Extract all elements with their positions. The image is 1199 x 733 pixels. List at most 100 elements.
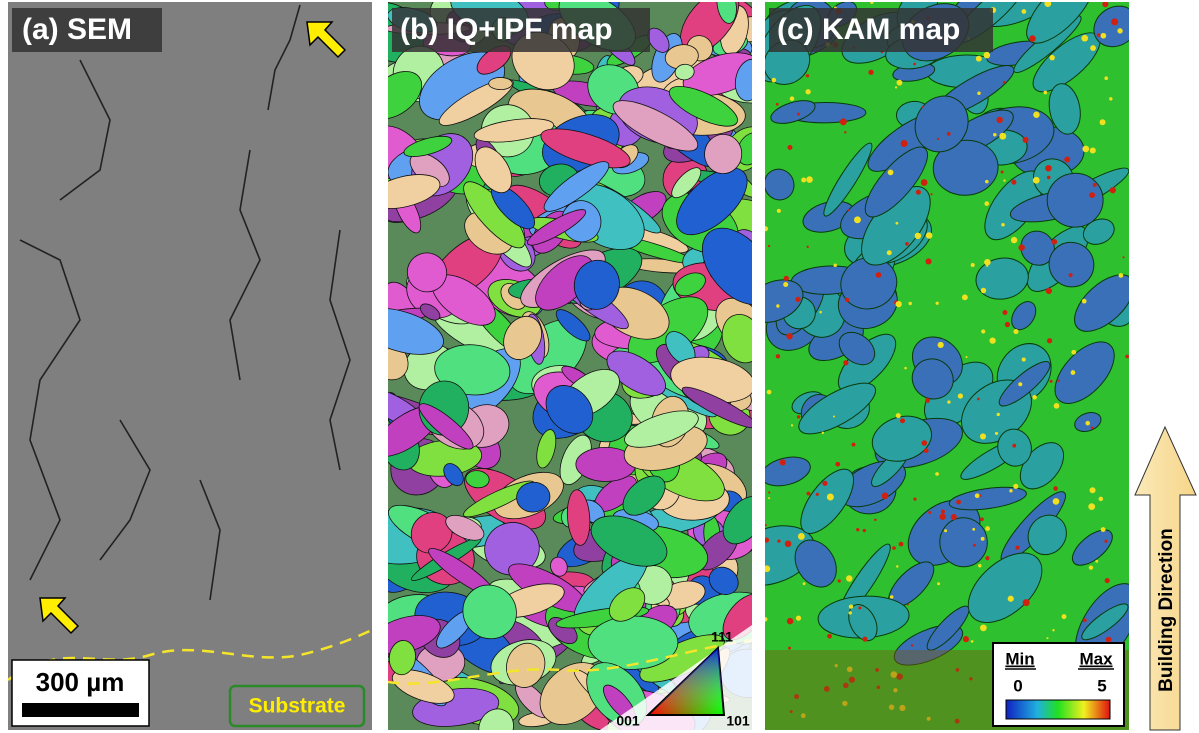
grain	[489, 77, 513, 89]
grain	[1088, 503, 1095, 510]
grain	[776, 354, 780, 358]
grain	[1032, 395, 1037, 400]
grain	[827, 634, 832, 639]
grain	[890, 595, 893, 598]
ipf-label: 001	[616, 713, 640, 729]
kam-colorbar	[1006, 700, 1110, 719]
grain	[907, 604, 909, 606]
region-label: Substrate	[249, 695, 346, 718]
grain	[1044, 0, 1051, 7]
grain	[768, 491, 770, 493]
grain	[956, 500, 961, 505]
kam-panel	[720, 0, 1151, 730]
grain	[896, 413, 901, 418]
grain	[1046, 288, 1052, 294]
grain	[1044, 91, 1048, 95]
grain	[980, 433, 986, 439]
grain	[1018, 244, 1024, 250]
grain	[1050, 380, 1053, 383]
panel-label: (c) KAM map	[777, 13, 960, 46]
grain	[882, 493, 889, 500]
grain	[1023, 599, 1030, 606]
grain	[1081, 35, 1088, 42]
grain	[922, 106, 924, 108]
grain	[1058, 379, 1060, 381]
grain	[863, 529, 866, 532]
grain	[783, 282, 788, 287]
grain	[984, 259, 991, 266]
grain	[763, 226, 768, 231]
grain	[1099, 497, 1104, 502]
grain	[1005, 322, 1010, 327]
grain	[1003, 179, 1005, 181]
grain	[819, 311, 822, 314]
grain	[856, 528, 859, 531]
grain	[928, 511, 931, 514]
grain	[963, 636, 969, 642]
grain	[788, 647, 791, 650]
grain	[930, 193, 932, 195]
grain	[1033, 112, 1039, 118]
grain	[921, 179, 928, 186]
grain	[849, 611, 852, 614]
grain	[899, 542, 904, 547]
grain	[1022, 9, 1027, 14]
grain	[937, 582, 940, 585]
grain	[849, 604, 853, 608]
grain	[965, 356, 967, 358]
grain	[905, 242, 909, 246]
grain	[1033, 177, 1040, 184]
grain	[1089, 192, 1095, 198]
grain	[786, 333, 792, 339]
direction-label: Building Direction	[1156, 528, 1177, 692]
grain	[976, 56, 982, 62]
grain	[1090, 147, 1096, 153]
grain	[997, 413, 1000, 416]
grain	[1089, 565, 1093, 569]
grain	[1015, 546, 1019, 550]
grain	[1022, 357, 1026, 361]
grain	[1054, 403, 1060, 409]
grain	[844, 131, 846, 133]
grain	[1009, 489, 1012, 492]
grain	[978, 564, 981, 567]
grain	[947, 132, 951, 136]
grain	[926, 232, 933, 239]
panel-label: (b) IQ+IPF map	[400, 13, 613, 46]
grain	[795, 297, 800, 302]
grain	[868, 70, 873, 75]
grain	[1064, 157, 1070, 163]
grain	[896, 565, 898, 567]
grain	[874, 519, 877, 522]
grain	[896, 301, 902, 307]
grain	[986, 265, 988, 267]
sem-panel	[8, 2, 372, 730]
grain	[973, 544, 976, 547]
grain	[993, 133, 996, 136]
grain	[1008, 596, 1014, 602]
grain	[1062, 614, 1067, 619]
grain	[1011, 180, 1016, 185]
grain	[996, 117, 1002, 123]
grain	[767, 390, 772, 395]
grain	[1110, 187, 1116, 193]
grain	[787, 618, 793, 624]
grain	[863, 638, 866, 641]
grain	[1104, 76, 1108, 80]
panel-label: (a) SEM	[22, 13, 132, 46]
grain	[803, 582, 806, 585]
grain	[1091, 426, 1094, 429]
grain	[975, 493, 980, 498]
grain	[1097, 33, 1101, 37]
grain	[777, 539, 780, 542]
grain	[984, 52, 991, 59]
grain	[1082, 299, 1087, 304]
grain	[1111, 18, 1118, 25]
grain	[1001, 171, 1004, 174]
grain	[958, 393, 963, 398]
grain	[1052, 239, 1058, 245]
grain	[807, 246, 809, 248]
grain	[1071, 350, 1076, 355]
grain	[980, 517, 984, 521]
grain	[833, 415, 835, 417]
